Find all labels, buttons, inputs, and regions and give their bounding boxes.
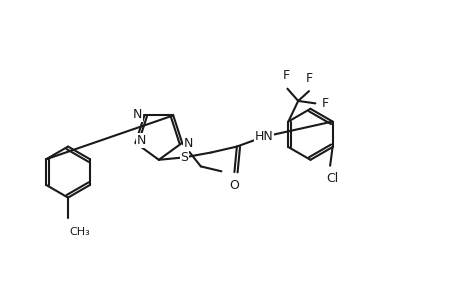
Text: F: F: [305, 72, 313, 85]
Text: Cl: Cl: [325, 172, 337, 185]
Text: HN: HN: [254, 130, 273, 143]
Text: S: S: [180, 151, 188, 164]
Text: N: N: [133, 108, 142, 121]
Text: CH₃: CH₃: [69, 226, 90, 237]
Text: N: N: [183, 137, 192, 150]
Text: F: F: [282, 69, 289, 82]
Text: F: F: [321, 97, 328, 110]
Text: N: N: [136, 134, 146, 147]
Text: O: O: [229, 179, 238, 192]
